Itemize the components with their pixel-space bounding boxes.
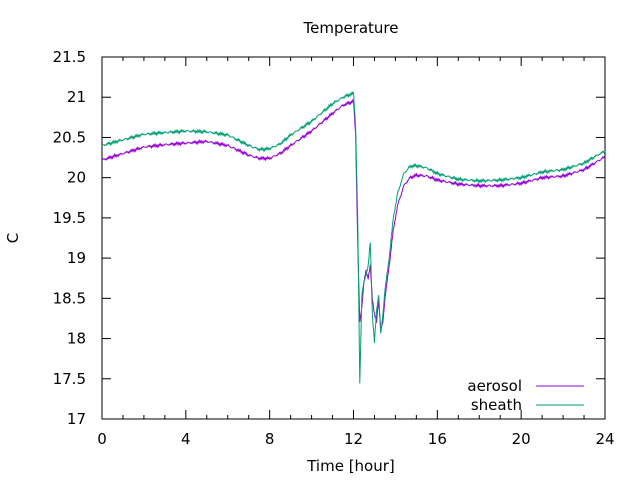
y-tick-label: 19	[67, 249, 86, 267]
y-tick-label: 20.5	[53, 128, 86, 146]
y-axis: 17 17.5 18 18.5 19 19.5 20 20.5 21 21.5	[53, 48, 605, 428]
plot-frame	[101, 56, 606, 420]
legend-label-sheath: sheath	[471, 396, 522, 414]
plot-area	[101, 56, 606, 420]
y-tick-label: 18.5	[53, 289, 86, 307]
x-tick-label: 20	[512, 430, 531, 448]
y-tick-label: 17	[67, 410, 86, 428]
y-tick-label: 17.5	[53, 370, 86, 388]
x-axis: 0 4 8 12 16 20 24	[97, 57, 615, 448]
y-tick-label: 19.5	[53, 209, 86, 227]
chart-title: Temperature	[302, 19, 398, 37]
x-tick-label: 24	[595, 430, 614, 448]
y-axis-label: C	[4, 233, 22, 243]
y-tick-label: 18	[67, 330, 86, 348]
x-tick-label: 12	[344, 430, 363, 448]
x-axis-label: Time [hour]	[306, 457, 395, 475]
series-line-aerosol	[101, 98, 606, 331]
x-tick-label: 4	[181, 430, 191, 448]
y-tick-label: 21.5	[53, 48, 86, 66]
x-tick-label: 16	[428, 430, 447, 448]
y-tick-label: 20	[67, 169, 86, 187]
legend-label-aerosol: aerosol	[467, 377, 522, 395]
y-tick-label: 21	[67, 88, 86, 106]
series-line-sheath	[101, 90, 606, 384]
x-tick-label: 0	[97, 430, 107, 448]
series-lines	[101, 90, 606, 384]
x-tick-label: 8	[265, 430, 275, 448]
